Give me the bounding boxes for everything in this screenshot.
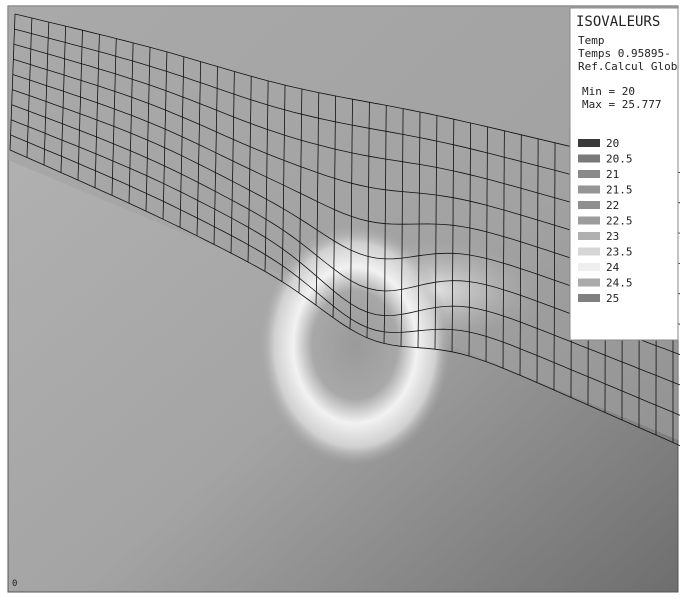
corner-label: 0 — [12, 579, 17, 589]
legend-field: Temp — [578, 34, 605, 47]
legend-swatch — [578, 170, 600, 178]
legend-label: 22 — [606, 199, 619, 212]
legend-label: 20 — [606, 137, 619, 150]
legend-swatch — [578, 186, 600, 194]
legend-max: Max = 25.777 — [582, 98, 661, 111]
legend-label: 21 — [606, 168, 619, 181]
legend-min: Min = 20 — [582, 85, 635, 98]
legend-swatch — [578, 201, 600, 209]
legend-reference: Ref.Calcul Glob — [578, 60, 677, 73]
legend-swatch — [578, 263, 600, 271]
legend-label: 21.5 — [606, 184, 633, 197]
legend-swatch — [578, 139, 600, 147]
legend-label: 22.5 — [606, 215, 633, 228]
legend-swatch — [578, 232, 600, 240]
legend-time: Temps 0.95895- — [578, 47, 671, 60]
legend-label: 20.5 — [606, 153, 633, 166]
legend-label: 25 — [606, 292, 619, 305]
legend-swatch — [578, 217, 600, 225]
legend-swatch — [578, 294, 600, 302]
legend-title: ISOVALEURS — [576, 14, 660, 30]
hot-spot — [260, 225, 450, 465]
legend-swatch — [578, 279, 600, 287]
legend-swatch — [578, 248, 600, 256]
legend-label: 24.5 — [606, 277, 633, 290]
legend-label: 23.5 — [606, 246, 633, 259]
legend-label: 23 — [606, 230, 619, 243]
legend-swatch — [578, 155, 600, 163]
legend: ISOVALEURS Temp Temps 0.95895- Ref.Calcu… — [570, 8, 678, 340]
legend-label: 24 — [606, 261, 620, 274]
